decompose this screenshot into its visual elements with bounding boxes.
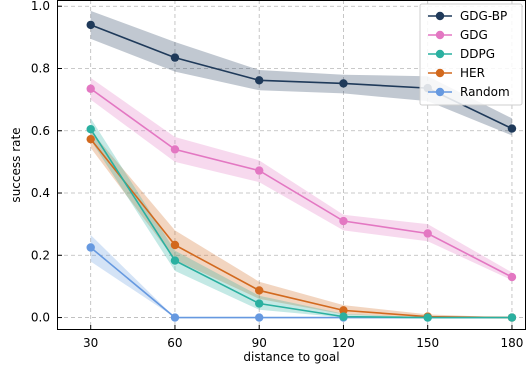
- gdg-bp-legend-label: GDG-BP: [460, 9, 507, 23]
- her-point: [255, 286, 264, 295]
- x-tick-label: 30: [83, 336, 98, 350]
- ddpg-point: [170, 256, 180, 265]
- gdg-bp-point: [339, 79, 348, 88]
- her-legend-label: HER: [460, 66, 485, 80]
- gdg-point: [86, 84, 95, 93]
- ddpg-line: [90, 128, 512, 319]
- random-point: [255, 313, 264, 322]
- gdg-bp-legend-marker: [435, 11, 445, 21]
- her-legend-marker: [435, 68, 445, 78]
- gdg-point: [255, 166, 264, 175]
- x-tick-label: 90: [252, 336, 267, 350]
- x-tick-label: 180: [501, 336, 524, 350]
- x-tick-label: 150: [416, 336, 439, 350]
- random-legend-marker: [435, 87, 445, 97]
- gdg-bp-point: [86, 20, 95, 30]
- y-tick-label: 1.0: [31, 0, 50, 13]
- legend: GDG-BP GDG DDPG HER Random: [419, 3, 523, 106]
- gdg-point: [423, 229, 432, 238]
- gdg-point: [170, 145, 180, 154]
- x-tick-label: 60: [167, 336, 182, 350]
- gdg-bp-point: [255, 76, 264, 85]
- ddpg-legend-marker: [435, 49, 445, 59]
- x-axis-title: distance to goal: [243, 350, 339, 364]
- ddpg-point: [86, 124, 95, 134]
- ddpg-point: [339, 312, 348, 321]
- ddpg-point: [507, 313, 517, 322]
- y-tick-label: 0.2: [31, 248, 50, 262]
- gdg-bp-point: [170, 53, 180, 62]
- y-tick-label: 0.4: [31, 186, 50, 200]
- random-point: [170, 313, 180, 322]
- her-point: [339, 306, 348, 315]
- gdg-legend-marker: [435, 30, 445, 40]
- ddpg-point: [423, 313, 432, 322]
- ddpg-legend-label: DDPG: [460, 47, 495, 61]
- x-tick-label: 120: [332, 336, 355, 350]
- axis-ticks: 30 60 90 120 150 180 0.0 0.2 0.4 0.6 0.8 1.0: [31, 0, 524, 350]
- gdg-point: [339, 216, 348, 226]
- her-point: [86, 134, 95, 144]
- y-tick-label: 0.6: [31, 124, 50, 138]
- ddpg-point: [255, 299, 264, 308]
- her-point: [170, 240, 180, 250]
- gdg-line: [90, 88, 513, 278]
- random-legend-label: Random: [460, 85, 510, 99]
- y-axis-title: success rate: [9, 127, 23, 202]
- random-point: [86, 243, 95, 252]
- gdg-bp-band: [90, 10, 512, 136]
- gdg-point: [507, 272, 517, 282]
- y-tick-label: 0.0: [31, 311, 50, 325]
- ddpg-band: [90, 118, 512, 318]
- gdg-bp-point: [507, 124, 517, 133]
- y-tick-label: 0.8: [31, 61, 50, 75]
- gdg-legend-label: GDG: [460, 28, 488, 42]
- legend-box: [419, 3, 523, 106]
